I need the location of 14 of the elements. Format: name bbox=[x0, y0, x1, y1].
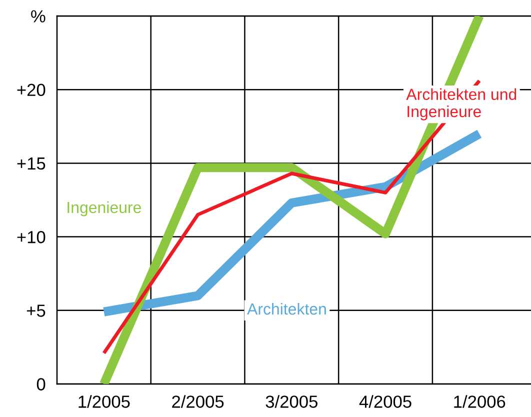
y-tick-label: +15 bbox=[17, 158, 46, 170]
text: Ingenieure bbox=[68, 201, 141, 216]
y-tick-label: % bbox=[31, 10, 46, 22]
y-tick-label: +5 bbox=[26, 304, 46, 317]
x-tick-label: 1/2006 bbox=[454, 395, 506, 408]
x-tick-label: 2/2005 bbox=[172, 395, 224, 408]
x-tick-label: 3/2005 bbox=[266, 395, 318, 408]
x-tick-label: 4/2005 bbox=[359, 395, 412, 408]
x-tick-label: 1/2005 bbox=[78, 395, 130, 408]
y-tick-label: +20 bbox=[17, 84, 46, 96]
text: Architekten bbox=[247, 302, 326, 315]
y-tick-label: 0 bbox=[36, 378, 46, 390]
y-tick-label: +10 bbox=[17, 230, 46, 244]
series-label: Architekten und Ingenieure bbox=[406, 88, 516, 120]
